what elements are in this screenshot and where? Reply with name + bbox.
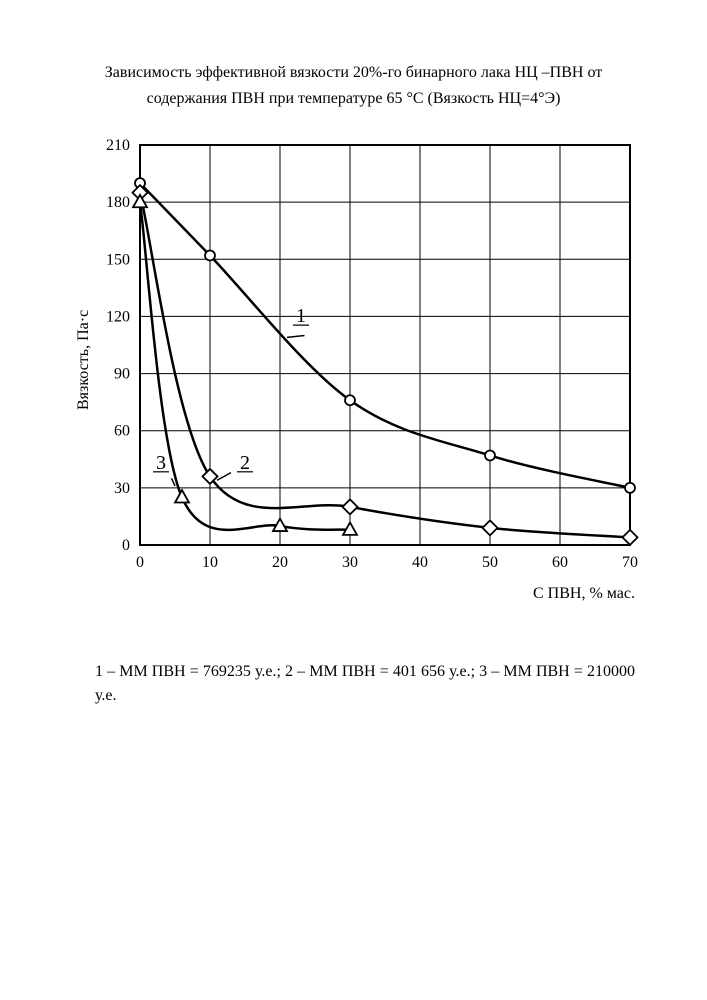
x-axis-label: С ПВН, % мас. xyxy=(435,585,635,603)
svg-text:150: 150 xyxy=(106,251,130,268)
svg-text:40: 40 xyxy=(412,554,428,571)
svg-text:180: 180 xyxy=(106,194,130,211)
svg-text:90: 90 xyxy=(114,366,130,383)
svg-text:60: 60 xyxy=(552,554,568,571)
svg-text:30: 30 xyxy=(342,554,358,571)
svg-text:30: 30 xyxy=(114,480,130,497)
chart-title: Зависимость эффективной вязкости 20%-го … xyxy=(0,60,707,111)
title-line-2: содержания ПВН при температуре 65 °С (Вя… xyxy=(147,90,561,107)
chart-area: Вязкость, Па·с 0 10 20 30 40 50 60 70 0 30 60 90 120… xyxy=(60,130,645,600)
chart-caption: 1 – ММ ПВН = 769235 у.е.; 2 – ММ ПВН = 4… xyxy=(95,660,635,708)
title-line-1: Зависимость эффективной вязкости 20%-го … xyxy=(105,64,602,81)
svg-text:20: 20 xyxy=(272,554,288,571)
svg-text:120: 120 xyxy=(106,308,130,325)
y-axis-label: Вязкость, Па·с xyxy=(75,310,93,410)
svg-text:2: 2 xyxy=(240,452,250,474)
svg-text:3: 3 xyxy=(156,452,166,474)
viscosity-chart: 0 10 20 30 40 50 60 70 0 30 60 90 120 150 180 210 1 2 3 xyxy=(60,130,645,610)
svg-text:60: 60 xyxy=(114,423,130,440)
svg-text:50: 50 xyxy=(482,554,498,571)
svg-text:210: 210 xyxy=(106,137,130,154)
svg-text:10: 10 xyxy=(202,554,218,571)
svg-text:1: 1 xyxy=(296,305,306,327)
svg-text:0: 0 xyxy=(122,537,130,554)
svg-text:0: 0 xyxy=(136,554,144,571)
svg-text:70: 70 xyxy=(622,554,638,571)
page: Зависимость эффективной вязкости 20%-го … xyxy=(0,0,707,1000)
